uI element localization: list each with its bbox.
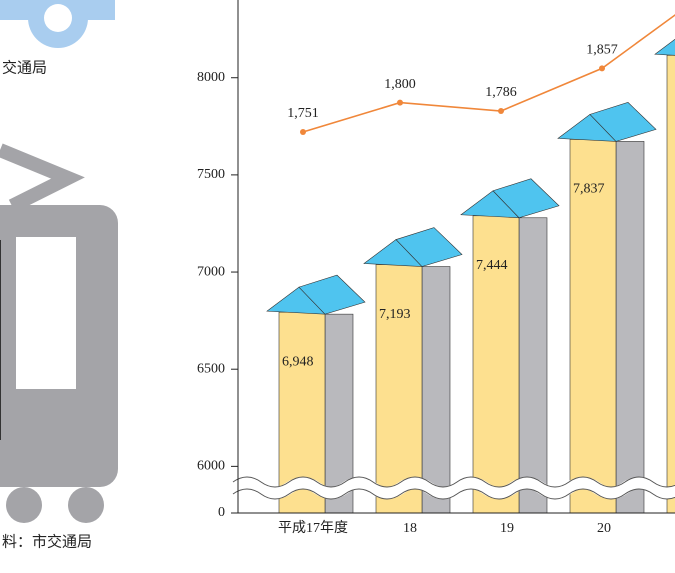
value-label: 6,948 <box>282 354 314 369</box>
line-value-label: 1,800 <box>384 77 416 92</box>
logo-hole <box>44 4 72 32</box>
bar <box>667 55 675 513</box>
value-label: 7,193 <box>379 307 411 322</box>
roof <box>655 30 675 57</box>
pantograph <box>0 150 68 206</box>
side-illustration: 交通局 料：市交通局 <box>0 0 118 551</box>
value-label: 7,837 <box>573 182 605 197</box>
line-point <box>599 65 605 71</box>
line-point <box>397 100 403 106</box>
bar-side <box>616 141 644 513</box>
x-tick-label: 20 <box>597 521 611 536</box>
bar-side <box>422 267 450 513</box>
source-label: 交通局 <box>2 59 47 77</box>
plot: 0 6000 6500 7000 7500 8000 6,948 平成17年度 7,193 18 7… <box>197 0 675 536</box>
y-tick-label: 7500 <box>197 167 225 182</box>
wheel <box>68 487 104 523</box>
line-point <box>498 108 504 114</box>
train-window <box>16 237 76 389</box>
chart: 交通局 料：市交通局 0 6000 6500 7000 7500 8000 6,948 平成1… <box>0 0 675 573</box>
y-tick-label: 7000 <box>197 264 225 279</box>
value-label: 7,444 <box>476 258 508 273</box>
x-tick-label: 19 <box>500 521 514 536</box>
bar-side <box>519 218 547 513</box>
y-tick-label: 0 <box>218 505 225 520</box>
train-door <box>0 240 1 440</box>
bar <box>376 265 422 513</box>
line-value-label: 1,857 <box>586 43 618 58</box>
y-tick-label: 6000 <box>197 459 225 474</box>
line-value-label: 1,786 <box>485 85 517 100</box>
source-label: 料：市交通局 <box>2 533 92 551</box>
x-tick-label: 18 <box>403 521 417 536</box>
line-value-label: 1,751 <box>287 106 319 121</box>
wheel <box>6 487 42 523</box>
y-tick-label: 6500 <box>197 361 225 376</box>
line-point <box>300 129 306 135</box>
x-tick-label: 平成17年度 <box>278 520 348 536</box>
y-tick-label: 8000 <box>197 70 225 85</box>
